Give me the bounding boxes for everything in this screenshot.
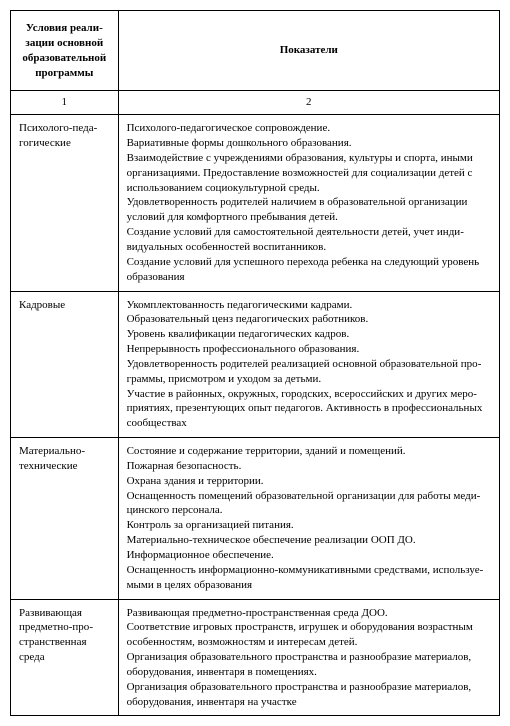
- indicator-line: Удовлетворенность родителей реализацией …: [127, 357, 491, 387]
- condition-label: Кадровые: [11, 291, 119, 438]
- condition-label: Психолого-педа­гогические: [11, 115, 119, 291]
- indicators-cell: Психолого-педагогическое сопровождение.В…: [118, 115, 499, 291]
- conditions-table: Условия реали­зации основной образовател…: [10, 10, 500, 716]
- indicator-line: Оснащенность помещений образовательной о…: [127, 489, 491, 519]
- header-left: Условия реали­зации основной образовател…: [11, 11, 119, 91]
- number-row: 1 2: [11, 91, 500, 115]
- indicator-line: Психолого-педагогическое сопровождение.: [127, 121, 491, 136]
- condition-label: Материально-технические: [11, 438, 119, 599]
- indicator-line: Организация образовательного пространств…: [127, 680, 491, 710]
- header-row: Условия реали­зации основной образовател…: [11, 11, 500, 91]
- indicator-line: Развивающая предметно-пространственная с…: [127, 606, 491, 621]
- indicator-line: Уровень квалификации педагогических кадр…: [127, 327, 491, 342]
- indicator-line: Образовательный ценз педагогических рабо…: [127, 312, 491, 327]
- indicator-line: Соответствие игровых пространств, игруше…: [127, 620, 491, 650]
- indicator-line: Создание условий для самостоятельной дея…: [127, 225, 491, 255]
- colnum-2: 2: [118, 91, 499, 115]
- condition-label: Развивающая предметно-про­странственная …: [11, 599, 119, 716]
- header-right: Показатели: [118, 11, 499, 91]
- indicators-cell: Развивающая предметно-пространственная с…: [118, 599, 499, 716]
- indicator-line: Участие в районных, окружных, городских,…: [127, 387, 491, 432]
- table-row: Материально-технические Состояние и содер…: [11, 438, 500, 599]
- indicator-line: Материально-техническое обеспечение реал…: [127, 533, 491, 548]
- indicator-line: Организация образовательного пространств…: [127, 650, 491, 680]
- indicator-line: Оснащенность информационно-коммуникативн…: [127, 563, 491, 593]
- table-row: Кадровые Укомплектованность педагогически…: [11, 291, 500, 438]
- indicator-line: Пожарная безопасность.: [127, 459, 491, 474]
- indicator-line: Информационное обеспечение.: [127, 548, 491, 563]
- indicator-line: Удовлетворенность родителей наличием в о…: [127, 195, 491, 225]
- indicators-cell: Укомплектованность педагогическими кадра…: [118, 291, 499, 438]
- table-row: Психолого-педа­гогическиеПсихолого-педаг…: [11, 115, 500, 291]
- indicator-line: Непрерывность профессионального образова…: [127, 342, 491, 357]
- indicator-line: Создание условий для успешного перехода …: [127, 255, 491, 285]
- indicator-line: Вариативные формы дошкольного образовани…: [127, 136, 491, 151]
- indicator-line: Охрана здания и территории.: [127, 474, 491, 489]
- indicator-line: Состояние и содержание территории, здани…: [127, 444, 491, 459]
- colnum-1: 1: [11, 91, 119, 115]
- table-row: Развивающая предметно-про­странственная …: [11, 599, 500, 716]
- indicator-line: Укомплектованность педагогическими кадра…: [127, 298, 491, 313]
- indicators-cell: Состояние и содержание территории, здани…: [118, 438, 499, 599]
- indicator-line: Контроль за организацией питания.: [127, 518, 491, 533]
- indicator-line: Взаимодействие с учреждениями образовани…: [127, 151, 491, 196]
